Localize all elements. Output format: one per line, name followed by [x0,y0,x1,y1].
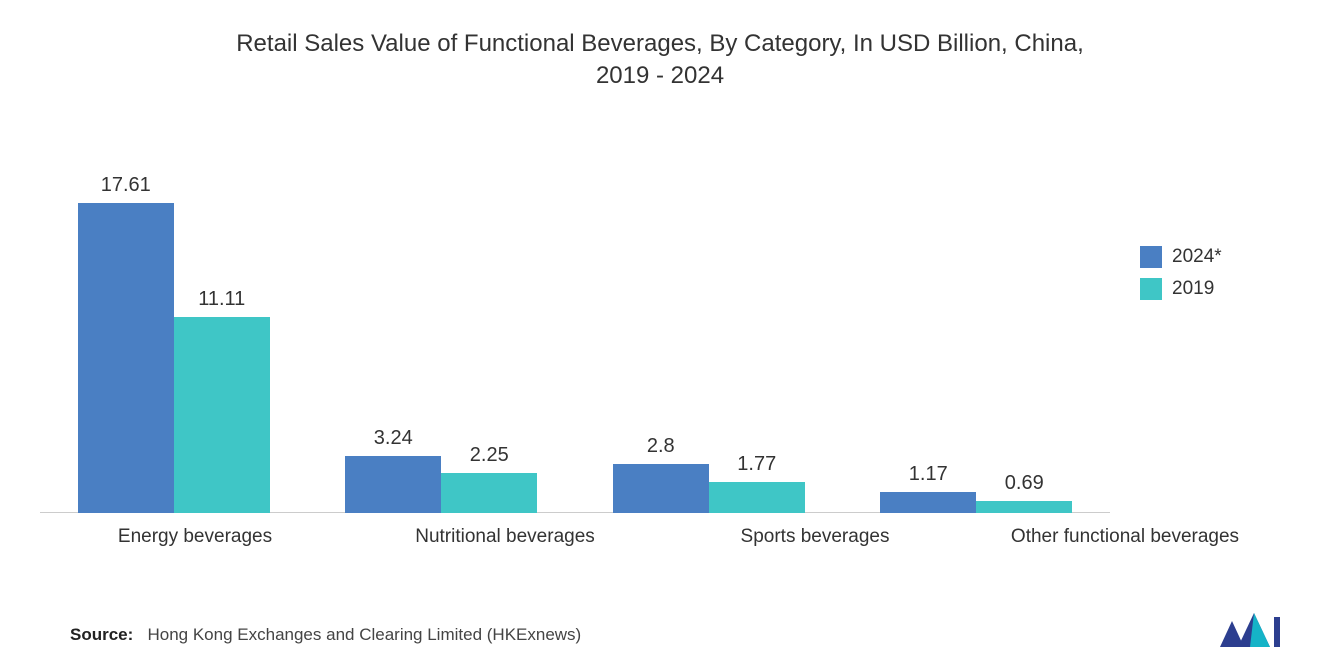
chart-plot-area: 17.61 11.11 3.24 2.25 2.8 1.77 1.17 0.69 [40,153,1110,513]
chart-row: 17.6111.113.242.252.81.771.170.69 2024*2… [40,153,1280,513]
chart-legend: 2024* 2019 [1110,246,1280,300]
chart-x-axis: Energy beveragesNutritional beveragesSpo… [40,521,1280,550]
chart-bar [613,464,709,513]
chart-bar-pair: 17.61 11.11 [40,153,308,513]
chart-bar [709,482,805,513]
chart-bar [880,492,976,513]
chart-title: Retail Sales Value of Functional Beverag… [210,28,1110,93]
bar-value-label: 1.77 [737,453,776,476]
chart-group: 3.24 2.25 [308,153,576,513]
chart-bar-wrap: 3.24 [345,153,441,513]
chart-bar-pair: 1.17 0.69 [843,153,1111,513]
logo-icon [1218,609,1290,651]
chart-bar-pair: 2.8 1.77 [575,153,843,513]
chart-container: Retail Sales Value of Functional Beverag… [0,0,1320,665]
legend-label: 2019 [1172,278,1214,300]
bar-value-label: 3.24 [374,427,413,450]
chart-bar [441,473,537,513]
chart-bar [976,501,1072,513]
chart-group: 17.61 11.11 [40,153,308,513]
x-axis-label: Sports beverages [660,521,970,550]
legend-swatch [1140,278,1162,300]
chart-source: Source: Hong Kong Exchanges and Clearing… [70,625,581,645]
source-label: Source: [70,625,133,644]
bar-value-label: 11.11 [198,288,245,311]
bar-value-label: 2.8 [647,435,675,458]
chart-bar-wrap: 11.11 [174,153,270,513]
bar-value-label: 0.69 [1005,472,1044,495]
bar-value-label: 17.61 [101,174,151,197]
legend-swatch [1140,246,1162,268]
legend-item: 2024* [1140,246,1280,268]
chart-group: 2.8 1.77 [575,153,843,513]
chart-bar [174,317,270,513]
chart-bar-wrap: 1.17 [880,153,976,513]
chart-bar-wrap: 0.69 [976,153,1072,513]
chart-bar-wrap: 1.77 [709,153,805,513]
brand-logo [1218,609,1290,651]
chart-bar-wrap: 2.25 [441,153,537,513]
source-value: Hong Kong Exchanges and Clearing Limited… [147,625,581,644]
legend-item: 2019 [1140,278,1280,300]
chart-bar [78,203,174,513]
chart-bar-wrap: 17.61 [78,153,174,513]
bar-value-label: 2.25 [470,444,509,467]
x-axis-label: Other functional beverages [970,521,1280,550]
chart-group: 1.17 0.69 [843,153,1111,513]
chart-bar-wrap: 2.8 [613,153,709,513]
chart-bar [345,456,441,513]
legend-label: 2024* [1172,246,1222,268]
chart-bar-pair: 3.24 2.25 [308,153,576,513]
x-axis-label: Energy beverages [40,521,350,550]
x-axis-label: Nutritional beverages [350,521,660,550]
bar-value-label: 1.17 [909,463,948,486]
